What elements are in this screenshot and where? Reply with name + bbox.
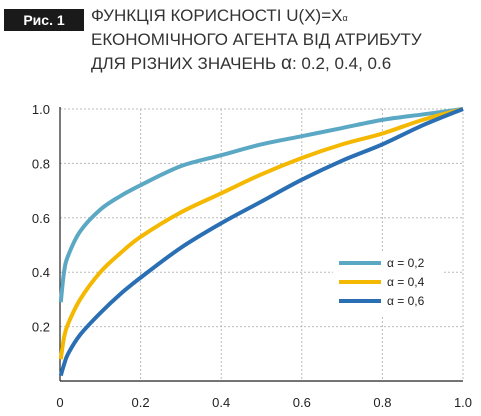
title-line-3: ДЛЯ РІЗНИХ ЗНАЧЕНЬ α: 0.2, 0.4, 0.6 — [91, 53, 392, 74]
y-tick-label: 0.2 — [32, 320, 50, 335]
x-tick-label: 0.2 — [132, 395, 150, 410]
y-tick-label: 0.6 — [32, 211, 50, 226]
series-line-alpha-3 — [58, 107, 464, 377]
y-tick-label: 1.0 — [32, 102, 50, 117]
x-tick-label: 0 — [56, 395, 63, 410]
y-tick-label: 0.4 — [32, 265, 50, 280]
legend-label: α = 0,6 — [387, 294, 425, 308]
title-line-2: ЕКОНОМІЧНОГО АГЕНТА ВІД АТРИБУТУ — [91, 30, 422, 49]
chart-title: ФУНКЦІЯ КОРИСНОСТІ U(X)=Xα ЕКОНОМІЧНОГО … — [91, 4, 422, 76]
series-line-alpha-1 — [58, 107, 464, 303]
grid — [60, 108, 464, 381]
axes — [59, 107, 463, 382]
tick-labels: 0 0.2 0.4 0.6 0.8 1.0 0.2 0.4 0.6 0.8 1.0 — [32, 102, 472, 410]
title-line-1: ФУНКЦІЯ КОРИСНОСТІ U(X)=Xα — [91, 6, 348, 25]
series-lines — [58, 107, 464, 377]
legend: α = 0,2 α = 0,4 α = 0,6 — [333, 251, 443, 316]
legend-label: α = 0,2 — [387, 256, 425, 270]
y-tick-label: 0.8 — [32, 156, 50, 171]
series-line-alpha-2 — [58, 107, 464, 360]
x-tick-label: 0.4 — [212, 395, 230, 410]
legend-label: α = 0,4 — [387, 275, 425, 289]
x-tick-label: 0.6 — [293, 395, 311, 410]
x-tick-label: 0.8 — [373, 395, 391, 410]
figure-badge: Рис. 1 — [4, 9, 84, 31]
x-tick-label: 1.0 — [454, 395, 472, 410]
